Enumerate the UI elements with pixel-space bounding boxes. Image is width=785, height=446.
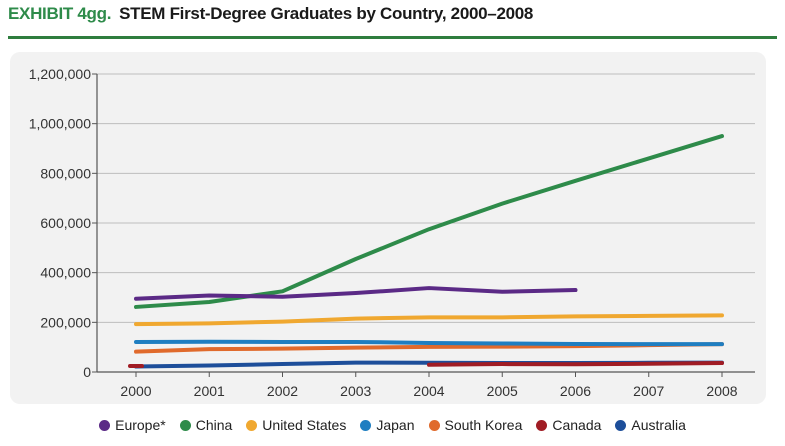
legend-item-canada: Canada [536,417,601,433]
x-tick-label: 2000 [120,383,151,399]
x-tick-label: 2007 [633,383,664,399]
legend-label: China [195,417,233,433]
legend-swatch [99,419,111,431]
x-tick-label: 2004 [413,383,444,399]
legend-label: Canada [552,417,602,433]
series-line-canada [427,361,724,367]
legend-item-china: China [179,417,233,433]
series-line-china [134,134,724,309]
legend-label: South Korea [444,417,523,433]
legend-label: United States [262,417,347,433]
legend-label: Japan [376,417,415,433]
legend-item-japan: Japan [360,417,415,433]
exhibit-label: EXHIBIT 4gg. [8,4,112,23]
y-tick-label: 200,000 [40,314,91,330]
y-tick-label: 400,000 [40,265,91,281]
legend-swatch [615,419,627,431]
x-tick-label: 2003 [340,383,371,399]
x-tick-label: 2008 [706,383,737,399]
line-chart: 0 200,000 400,000 600,000 800,000 1,000,000 1,… [29,66,755,399]
series-line-europe [134,286,578,301]
y-tick-label: 1,000,000 [29,116,91,132]
legend-swatch [536,419,548,431]
y-tick-label: 600,000 [40,215,91,231]
legend-swatch [360,419,372,431]
chart-legend: Europe* China United States Japan South Kore… [0,412,785,438]
title-rule [8,36,777,39]
legend-swatch [428,419,440,431]
legend-item-united-states: United States [246,417,346,433]
chart-header: EXHIBIT 4gg. STEM First-Degree Graduates … [8,4,777,34]
series-line-japan [134,339,724,347]
legend-label: Australia [631,417,686,433]
legend-item-europe: Europe* [99,417,166,433]
y-tick-label: 800,000 [40,165,91,181]
legend-item-australia: Australia [615,417,686,433]
x-tick-label: 2006 [560,383,591,399]
legend-swatch [246,419,258,431]
y-tick-label: 1,200,000 [29,66,91,82]
chart-title: STEM First-Degree Graduates by Country, … [119,4,534,23]
legend-item-south-korea: South Korea [428,417,523,433]
legend-label: Europe* [115,417,166,433]
x-tick-label: 2002 [267,383,298,399]
x-tick-label: 2005 [487,383,518,399]
legend-swatch [179,419,191,431]
y-tick-label: 0 [83,364,91,380]
x-tick-label: 2001 [194,383,225,399]
series-line-united-states [134,313,724,327]
